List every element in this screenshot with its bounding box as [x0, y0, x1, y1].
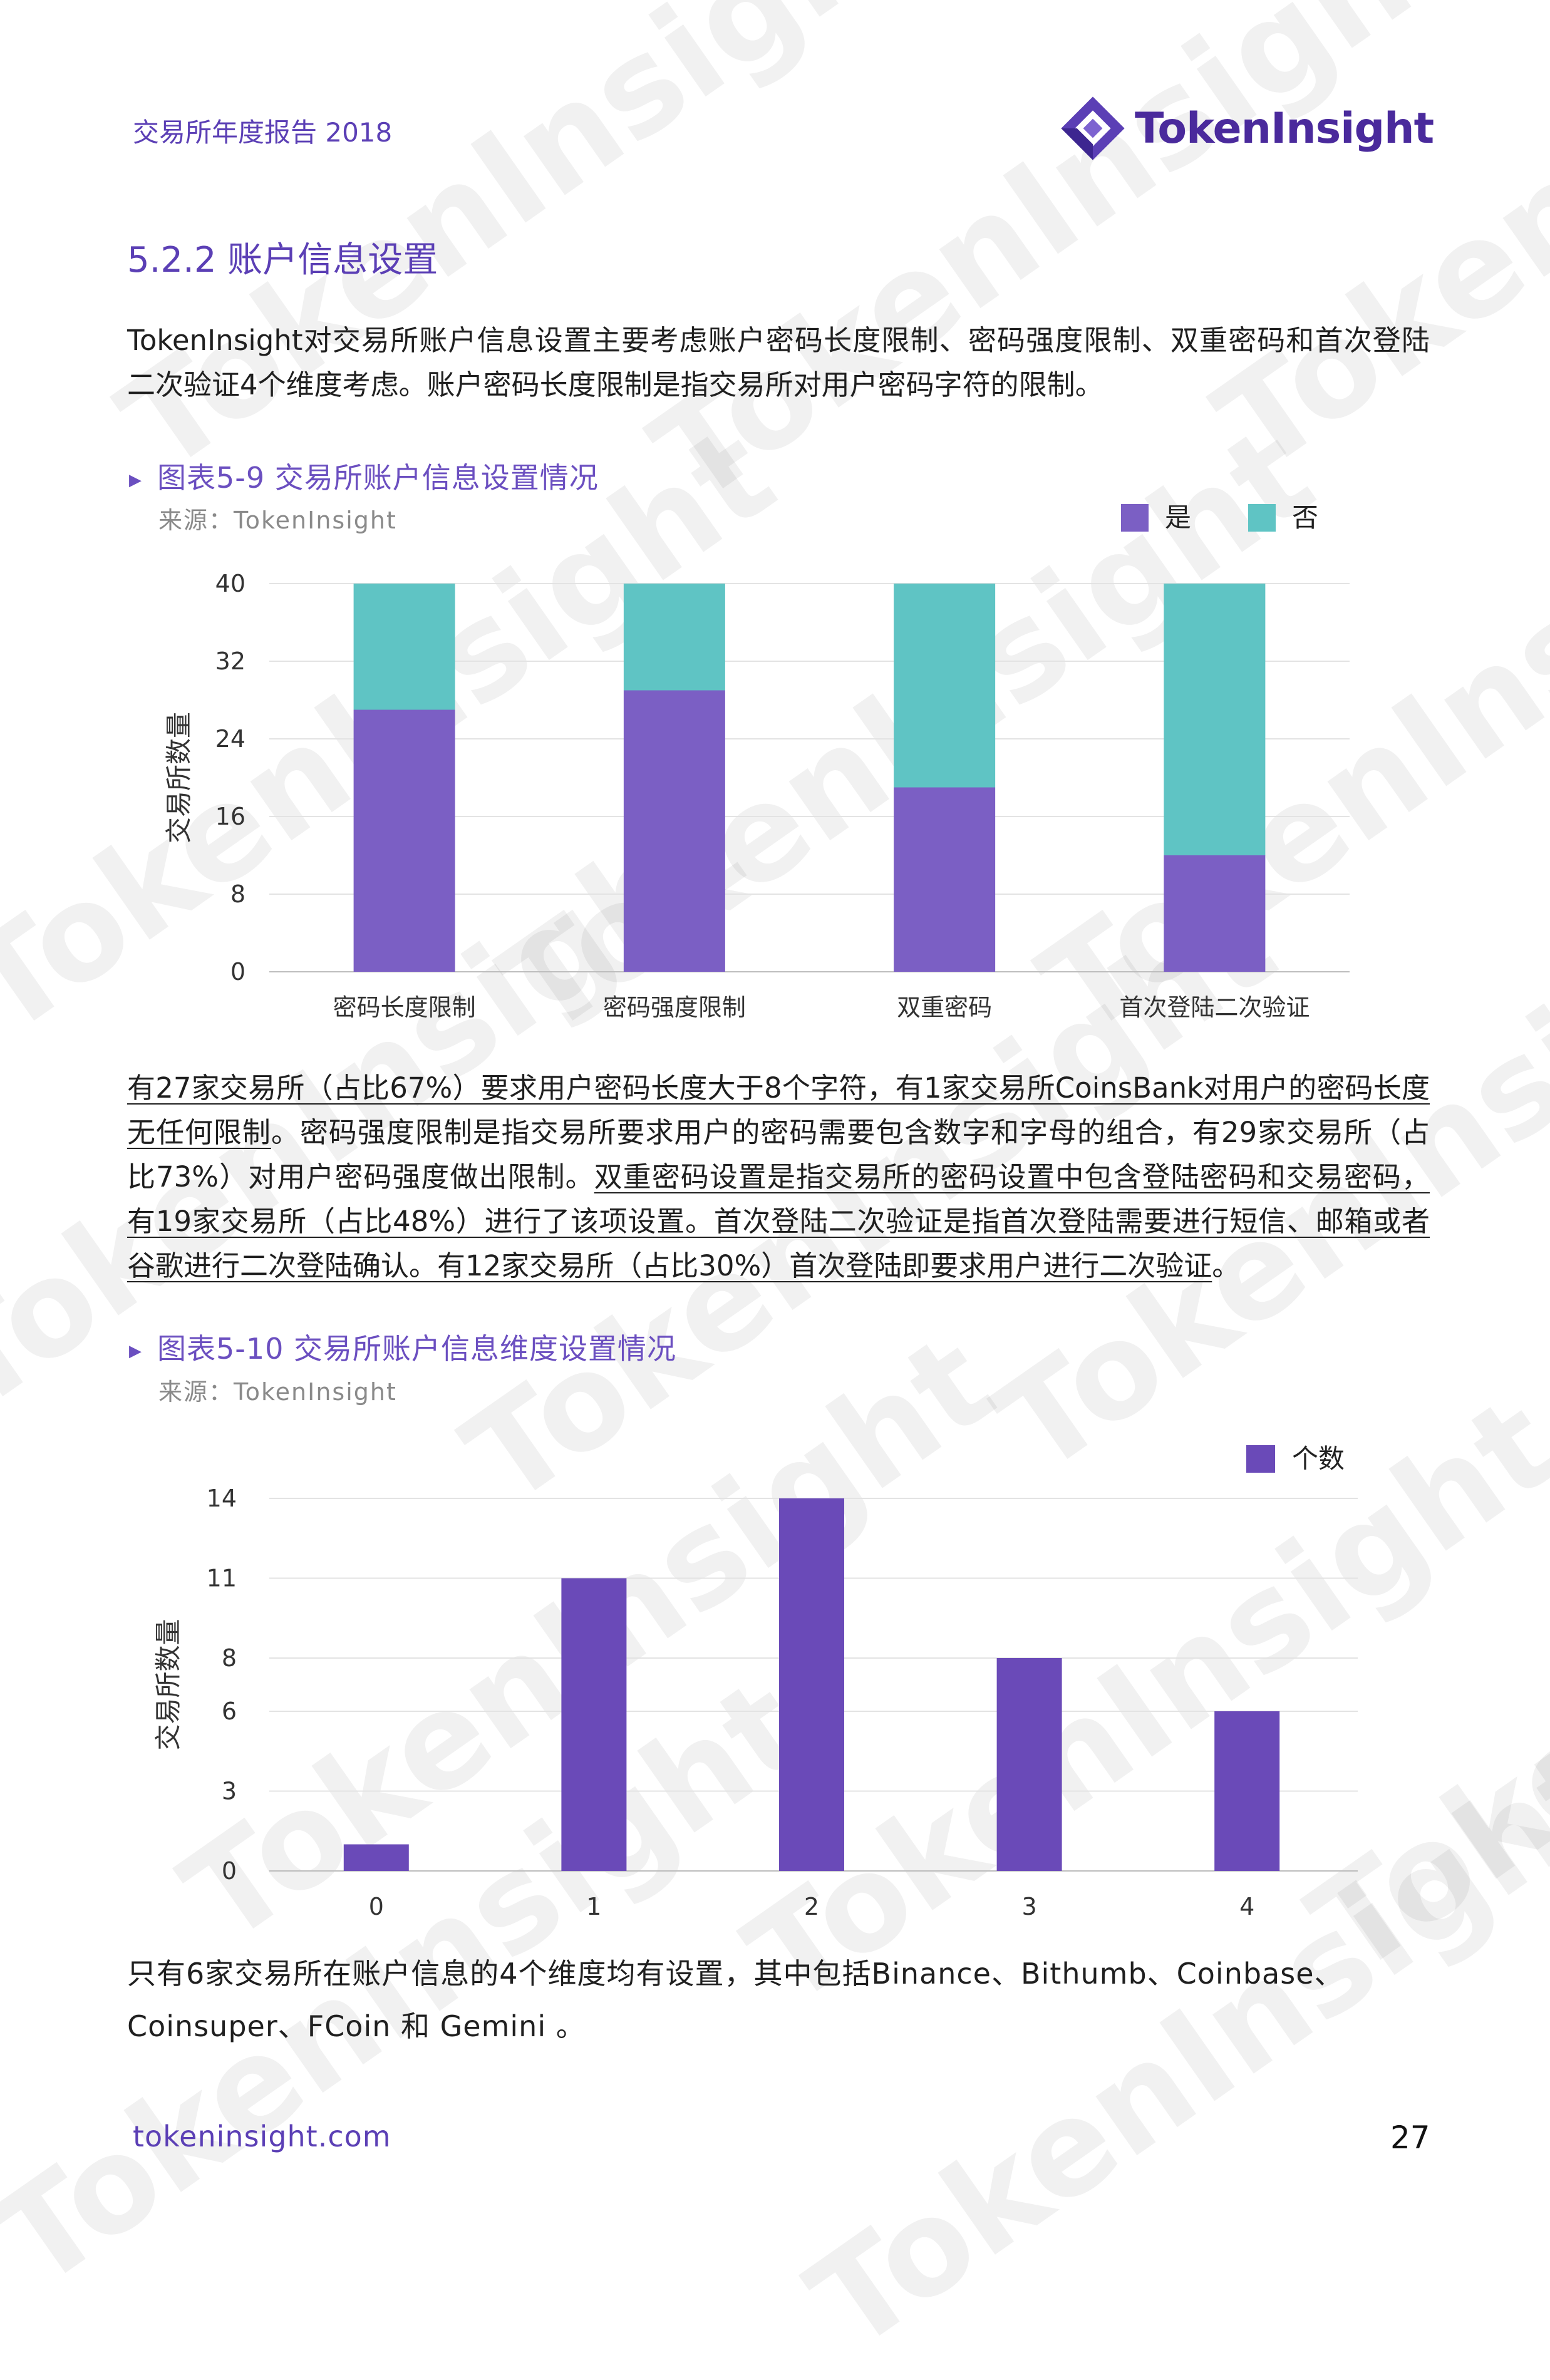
bar-no — [353, 584, 455, 710]
y-axis-label: 交易所数量 — [163, 712, 194, 843]
bar — [996, 1658, 1062, 1871]
y-tick-label: 0 — [222, 1857, 237, 1885]
y-tick-label: 14 — [207, 1485, 237, 1512]
watermark: TokenInsight — [626, 0, 1489, 533]
legend-label: 个数 — [1292, 1443, 1345, 1474]
analysis-paragraph: 有27家交易所（占比67%）要求用户密码长度大于8个字符，有1家交易所Coins… — [127, 1066, 1430, 1288]
intro-paragraph: TokenInsight对交易所账户信息设置主要考虑账户密码长度限制、密码强度限… — [127, 324, 1430, 401]
y-tick-label: 8 — [230, 880, 245, 908]
bar-yes — [894, 787, 996, 972]
bar — [779, 1498, 844, 1871]
analysis-sentence-2: 。密码强度限制是指交易所要求用户的密码需要包含数字和字母的组合，有29家交易所（… — [127, 1116, 1430, 1193]
caret-right-icon: ▶ — [129, 1341, 142, 1361]
bar — [561, 1578, 627, 1871]
footer-url[interactable]: tokeninsight.com — [133, 2120, 391, 2153]
y-tick-label: 32 — [215, 647, 245, 675]
legend-swatch — [1121, 504, 1149, 532]
analysis-sentence-4: 。 — [1212, 1249, 1241, 1282]
y-tick-label: 16 — [215, 803, 245, 830]
bar-yes — [1164, 855, 1266, 972]
figure2-title-text: 图表5-10 交易所账户信息维度设置情况 — [157, 1332, 677, 1366]
brand-logo: TokenInsight — [1058, 94, 1434, 163]
analysis-sentence-3: 双重密码设置是指交易所的密码设置中包含登陆密码和交易密码，有19家交易所（占比4… — [127, 1160, 1430, 1282]
analysis-sentence-1: 有27家交易所（占比67%）要求用户密码长度大于8个字符，有1家交易所Coins… — [127, 1071, 1430, 1149]
figure2-title: ▶ 图表5-10 交易所账户信息维度设置情况 — [129, 1326, 676, 1368]
report-title: 交易所年度报告 2018 — [133, 117, 393, 148]
legend-swatch — [1246, 1445, 1275, 1473]
figure1-source: 来源：TokenInsight — [158, 507, 397, 534]
x-tick-label: 双重密码 — [897, 994, 992, 1021]
x-tick-label: 2 — [804, 1893, 819, 1920]
logo-text: TokenInsight — [1135, 103, 1434, 153]
x-tick-label: 首次登陆二次验证 — [1119, 994, 1310, 1021]
bar-no — [623, 584, 725, 691]
x-tick-label: 密码长度限制 — [333, 994, 476, 1021]
figure1-title-text: 图表5-9 交易所账户信息设置情况 — [157, 461, 599, 495]
bar-no — [1164, 584, 1266, 855]
closing-paragraph: 只有6家交易所在账户信息的4个维度均有设置，其中包括Binance、Bithum… — [127, 1957, 1344, 2043]
y-tick-label: 24 — [215, 725, 245, 753]
y-axis-label: 交易所数量 — [153, 1619, 183, 1750]
y-tick-label: 11 — [207, 1565, 237, 1592]
bar-yes — [353, 709, 455, 972]
watermark: TokenInsight — [1190, 0, 1550, 502]
caret-right-icon: ▶ — [129, 470, 142, 490]
x-tick-label: 3 — [1022, 1893, 1037, 1920]
x-tick-label: 4 — [1239, 1893, 1254, 1920]
bar-yes — [623, 690, 725, 972]
legend-label: 否 — [1292, 502, 1318, 533]
x-tick-label: 密码强度限制 — [603, 994, 746, 1021]
y-tick-label: 40 — [215, 570, 245, 597]
figure1-title: ▶ 图表5-9 交易所账户信息设置情况 — [129, 455, 599, 497]
bar-no — [894, 584, 996, 788]
y-tick-label: 3 — [222, 1778, 237, 1805]
x-tick-label: 1 — [586, 1893, 601, 1920]
figure2-source: 来源：TokenInsight — [158, 1378, 397, 1406]
bar — [1214, 1711, 1280, 1871]
y-tick-label: 6 — [222, 1697, 237, 1725]
y-tick-label: 8 — [222, 1644, 237, 1672]
chart-dimension-counts: 0 3 6 8 11 14 交易所数量 0 1 2 3 4 个数 — [153, 1443, 1358, 1920]
x-tick-label: 0 — [369, 1893, 384, 1920]
legend-swatch — [1248, 504, 1276, 532]
legend-label: 是 — [1165, 502, 1191, 533]
bar — [343, 1844, 409, 1871]
page-number: 27 — [1390, 2120, 1430, 2156]
y-tick-label: 0 — [230, 958, 245, 986]
tokeninsight-logo-icon — [1061, 96, 1125, 160]
section-title: 5.2.2 账户信息设置 — [127, 240, 438, 281]
